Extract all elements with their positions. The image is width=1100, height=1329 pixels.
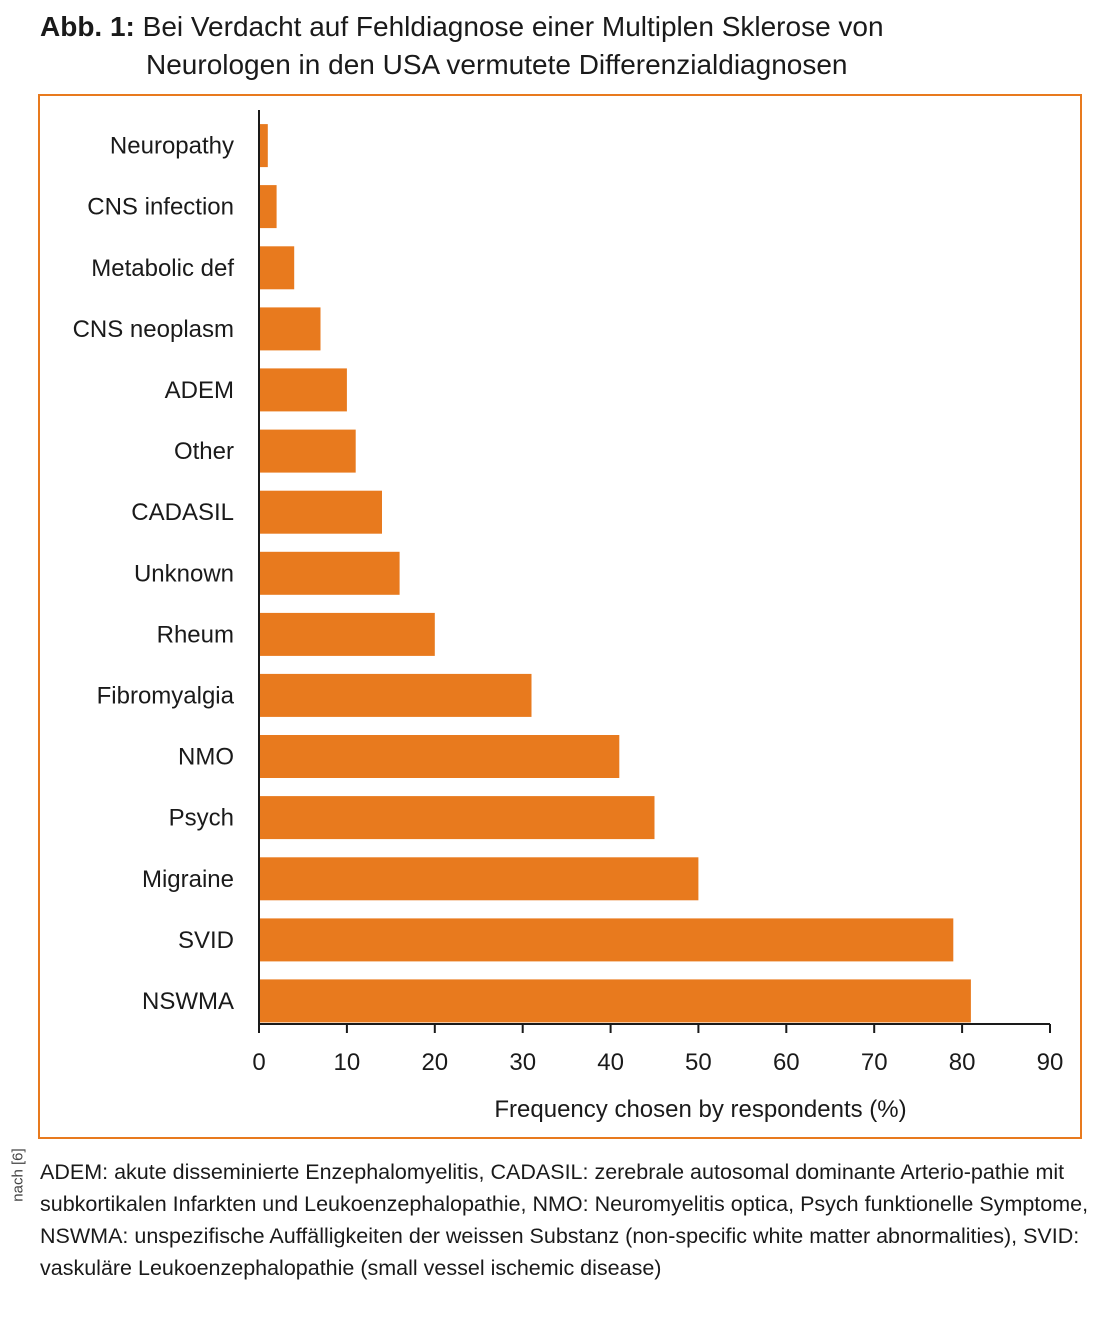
bar-chart: Neuropathy CNS infection Metabolic def CNS … [73, 110, 1064, 1123]
category-label-metabolic-def: Metabolic def [91, 255, 234, 282]
category-label-svid: SVID [178, 927, 234, 954]
category-label-rheum: Rheum [157, 621, 234, 648]
figure-caption: ADEM: akute disseminierte Enzephalomyeli… [40, 1160, 1089, 1280]
x-tick-label-90: 90 [1037, 1049, 1064, 1076]
category-label-fibromyalgia: Fibromyalgia [97, 682, 235, 709]
category-label-cadasil: CADASIL [131, 499, 234, 526]
bar-other [259, 429, 356, 473]
x-tick-label-0: 0 [252, 1049, 265, 1076]
category-label-nswma: NSWMA [142, 988, 234, 1015]
bar-rheum [259, 612, 435, 656]
bar-metabolic-def [259, 246, 295, 290]
figure-label: Abb. 1: [40, 11, 135, 42]
source-text: nach [6] [9, 1148, 27, 1202]
x-tick-label-70: 70 [861, 1049, 888, 1076]
source-note: nach [6] [4, 1140, 32, 1210]
x-tick-label-30: 30 [509, 1049, 536, 1076]
bar-adem [259, 368, 347, 412]
category-label-other: Other [174, 438, 234, 465]
x-tick-label-60: 60 [773, 1049, 800, 1076]
bar-fibromyalgia [259, 673, 532, 717]
bar-neuropathy [259, 124, 268, 168]
x-tick-label-50: 50 [685, 1049, 712, 1076]
title-line-1: Abb. 1: Bei Verdacht auf Fehldiagnose ei… [40, 8, 1080, 46]
bar-nswma [259, 979, 971, 1023]
category-label-psych: Psych [169, 805, 234, 832]
category-label-neuropathy: Neuropathy [110, 133, 234, 160]
chart-frame: Neuropathy CNS infection Metabolic def CNS … [38, 94, 1082, 1139]
x-tick-label-20: 20 [421, 1049, 448, 1076]
category-label-nmo: NMO [178, 744, 234, 771]
bar-psych [259, 796, 655, 840]
category-label-adem: ADEM [165, 377, 234, 404]
title-text-1: Bei Verdacht auf Fehldiagnose einer Mult… [142, 11, 884, 42]
bar-cns-infection [259, 185, 277, 229]
bar-nmo [259, 735, 620, 778]
bar-unknown [259, 551, 400, 595]
bar-cns-neoplasm [259, 307, 321, 351]
figure-title: Abb. 1: Bei Verdacht auf Fehldiagnose ei… [40, 8, 1080, 84]
category-label-cns-infection: CNS infection [87, 194, 234, 221]
bar-svid [259, 918, 954, 962]
x-tick-label-40: 40 [597, 1049, 624, 1076]
x-axis-label: Frequency chosen by respondents (%) [494, 1096, 906, 1123]
x-tick-label-80: 80 [949, 1049, 976, 1076]
bar-migraine [259, 857, 699, 901]
bar-cadasil [259, 490, 382, 534]
title-text-2: Neurologen in den USA vermutete Differen… [146, 49, 848, 80]
category-label-cns-neoplasm: CNS neoplasm [73, 316, 234, 343]
category-label-unknown: Unknown [134, 560, 234, 587]
x-tick-label-10: 10 [334, 1049, 361, 1076]
category-label-migraine: Migraine [142, 866, 234, 893]
